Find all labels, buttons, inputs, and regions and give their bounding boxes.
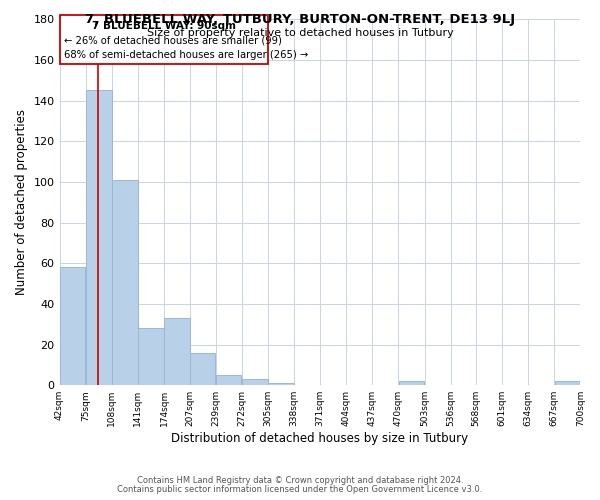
- Bar: [60, 268, 85, 385]
- Text: 68% of semi-detached houses are larger (265) →: 68% of semi-detached houses are larger (…: [64, 50, 308, 60]
- Bar: [138, 328, 164, 385]
- Text: ← 26% of detached houses are smaller (99): ← 26% of detached houses are smaller (99…: [64, 36, 282, 46]
- Y-axis label: Number of detached properties: Number of detached properties: [15, 109, 28, 295]
- Bar: [86, 90, 112, 385]
- Bar: [398, 381, 424, 385]
- Text: Size of property relative to detached houses in Tutbury: Size of property relative to detached ho…: [146, 28, 454, 38]
- Text: 7, BLUEBELL WAY, TUTBURY, BURTON-ON-TRENT, DE13 9LJ: 7, BLUEBELL WAY, TUTBURY, BURTON-ON-TREN…: [85, 12, 515, 26]
- Bar: [554, 381, 580, 385]
- Bar: [268, 383, 293, 385]
- Bar: [112, 180, 138, 385]
- Bar: [242, 379, 268, 385]
- Text: Contains public sector information licensed under the Open Government Licence v3: Contains public sector information licen…: [118, 485, 482, 494]
- Text: Contains HM Land Registry data © Crown copyright and database right 2024.: Contains HM Land Registry data © Crown c…: [137, 476, 463, 485]
- Bar: [216, 375, 241, 385]
- FancyBboxPatch shape: [59, 15, 268, 64]
- Bar: [164, 318, 190, 385]
- X-axis label: Distribution of detached houses by size in Tutbury: Distribution of detached houses by size …: [172, 432, 469, 445]
- Bar: [190, 352, 215, 385]
- Text: 7 BLUEBELL WAY: 90sqm: 7 BLUEBELL WAY: 90sqm: [92, 21, 236, 31]
